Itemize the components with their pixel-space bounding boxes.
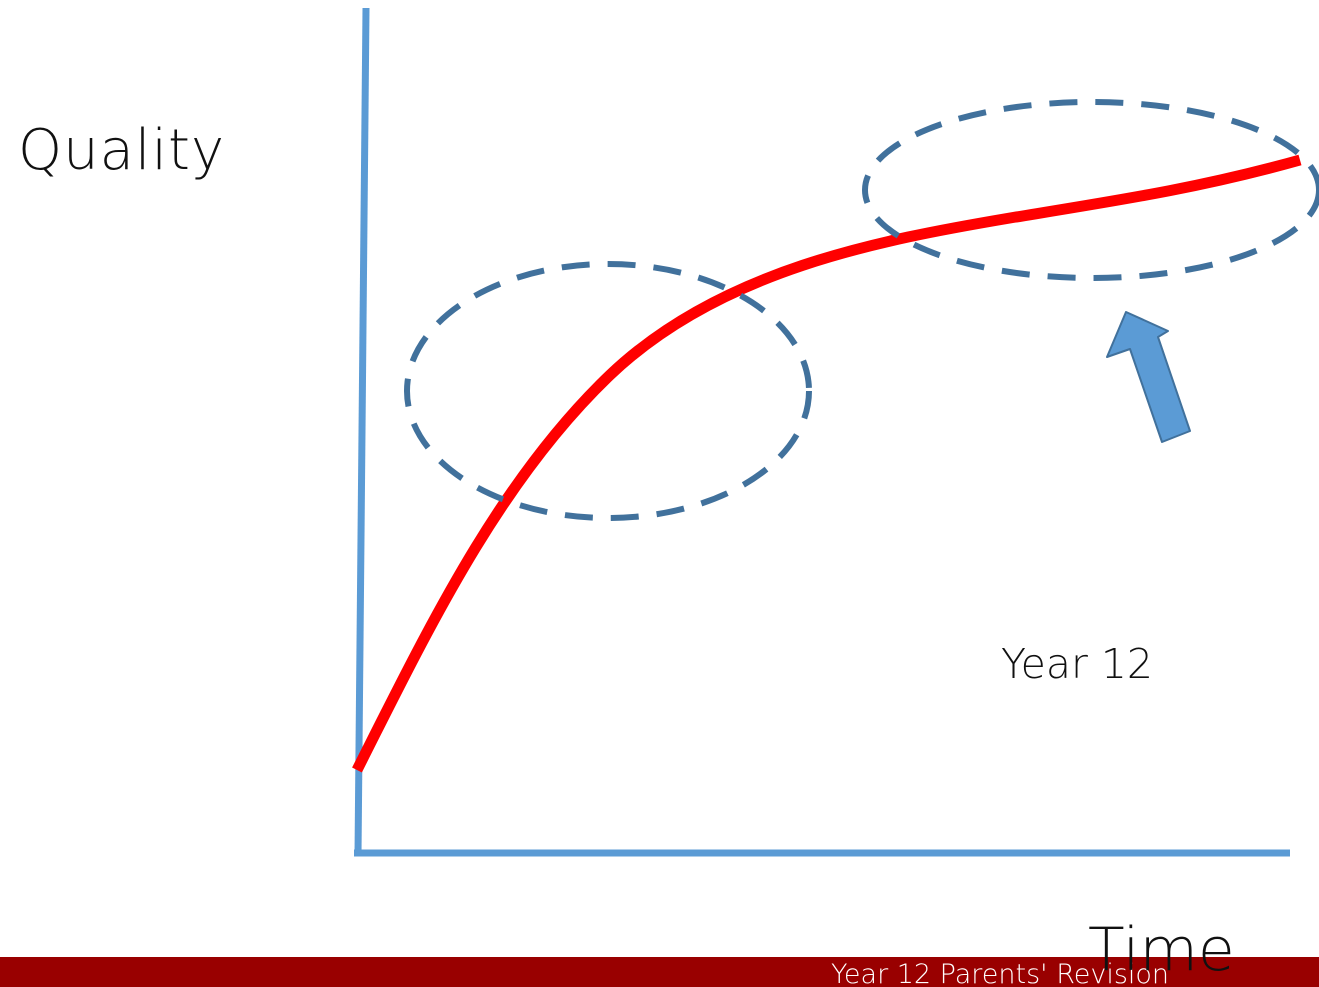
footer-text: Year 12 Parents' Revision: [831, 959, 1170, 987]
y-axis: [354, 7, 370, 856]
year-annotation: Year 12: [1001, 640, 1154, 688]
footer-bar: Year 12 Parents' Revision: [0, 957, 1319, 987]
y-axis-label: Quality: [18, 118, 226, 183]
x-axis-label: Time: [1088, 915, 1235, 985]
dashed-ellipse-left: [404, 261, 812, 521]
dashed-ellipse-right: [862, 99, 1319, 281]
arrow-up-left-icon: [1106, 311, 1191, 443]
growth-curve: [352, 154, 1302, 773]
